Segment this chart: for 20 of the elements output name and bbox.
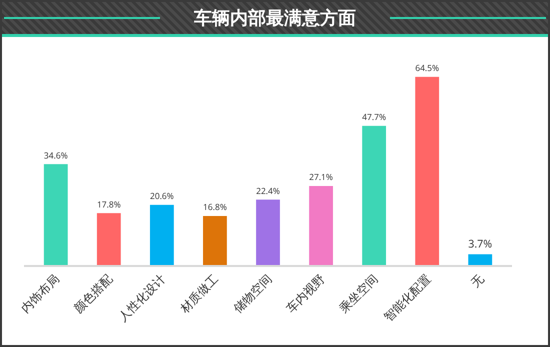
bar	[362, 126, 386, 265]
x-tick-label: 无	[466, 270, 488, 291]
x-tick-label: 内饰布局	[16, 270, 63, 316]
chart-title: 车辆内部最满意方面	[193, 7, 357, 30]
bar	[468, 254, 492, 265]
x-tick-label: 乘坐空间	[335, 270, 382, 316]
x-tick-label: 人性化设计	[114, 270, 169, 325]
x-tick-label: 储物空间	[229, 270, 276, 316]
bar	[203, 216, 227, 265]
x-tick-label: 颜色搭配	[70, 270, 116, 316]
x-tick-label: 材质做工	[175, 270, 222, 318]
x-tick-label: 车内视野	[282, 270, 328, 316]
bar	[309, 186, 333, 265]
bar	[96, 213, 121, 265]
bar	[256, 200, 280, 265]
data-label: 3.7%	[468, 238, 492, 252]
x-tick-label: 智能化配置	[380, 270, 434, 325]
bar	[150, 204, 174, 265]
bar	[44, 164, 68, 265]
bar	[415, 76, 440, 265]
